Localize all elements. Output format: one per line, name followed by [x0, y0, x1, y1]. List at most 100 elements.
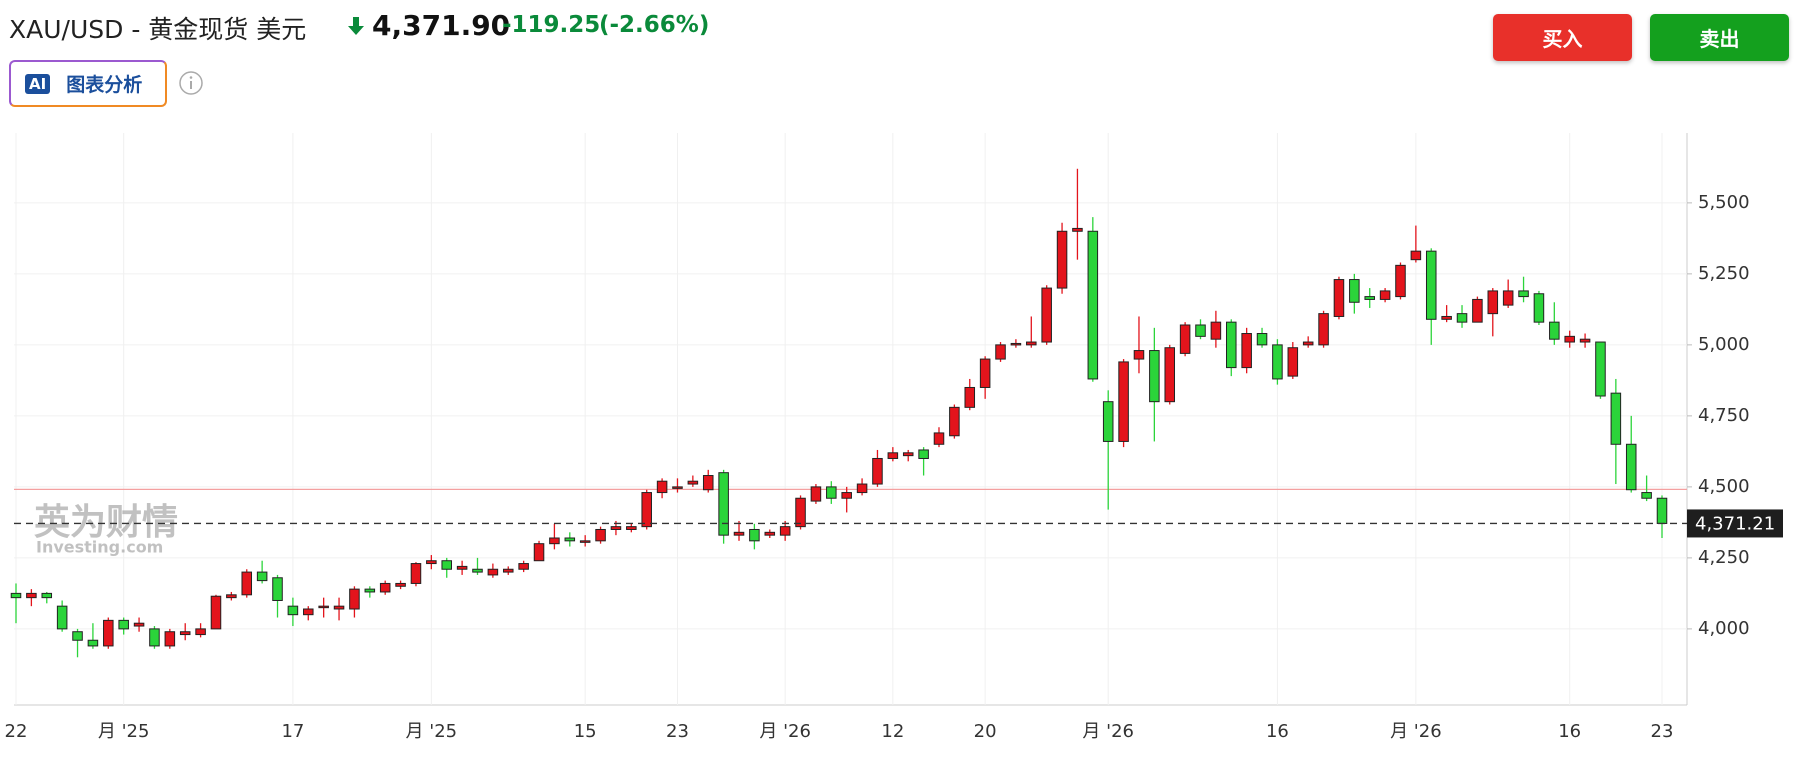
candle-body	[856, 483, 868, 494]
candle-body	[1395, 264, 1406, 298]
last-price-box	[1687, 509, 1783, 538]
price: 4,371.90	[372, 9, 511, 42]
candle-body	[118, 619, 129, 630]
candle-body	[656, 480, 668, 494]
candle-body	[979, 358, 991, 388]
candle-body	[1549, 321, 1560, 340]
sell-button[interactable]: 卖出	[1650, 14, 1789, 61]
candle-body	[287, 605, 299, 616]
candle-body	[641, 492, 652, 528]
candle-body	[272, 577, 283, 601]
x-tick-label: 17	[281, 721, 304, 742]
candle-body	[887, 452, 899, 459]
candle-body	[1533, 293, 1545, 323]
candle-body	[1026, 341, 1037, 346]
x-tick-label: 月 '26	[1390, 721, 1442, 742]
candle-body	[826, 486, 837, 499]
candle-body	[426, 560, 437, 565]
candle-body	[1118, 361, 1129, 442]
buy-button[interactable]: 买入	[1493, 14, 1632, 61]
candle-body	[918, 449, 929, 459]
candle-body	[1226, 321, 1237, 369]
candle-body	[795, 497, 806, 528]
candle-body	[10, 592, 22, 599]
candle-body	[1349, 279, 1360, 303]
candle-body	[133, 622, 145, 627]
candle-body	[1302, 341, 1314, 346]
x-tick-label: 20	[974, 721, 997, 742]
candle-body	[487, 568, 499, 576]
candle-body	[226, 594, 237, 599]
candle-body	[1502, 290, 1514, 306]
ai-label: 图表分析	[66, 74, 143, 96]
candle-body	[1641, 492, 1652, 499]
candle-body	[364, 588, 376, 593]
candle-body	[1256, 333, 1268, 346]
x-tick-label: 月 '26	[759, 721, 811, 742]
candle-body	[564, 537, 576, 542]
candle-body	[441, 560, 452, 570]
candle-body	[1102, 401, 1114, 442]
candle-body	[764, 531, 776, 536]
candle-body	[1425, 250, 1437, 320]
candle-body	[241, 571, 253, 596]
y-tick-label: 5,250	[1698, 263, 1750, 284]
candle-body	[410, 563, 422, 584]
candle-body	[1149, 350, 1160, 403]
candle-body	[902, 452, 914, 457]
info-icon[interactable]	[177, 69, 205, 97]
candle-body	[718, 472, 729, 536]
candle-body	[1472, 298, 1483, 323]
candle-body	[1133, 350, 1145, 360]
x-tick-label: 23	[666, 721, 689, 742]
candle-body	[149, 628, 160, 647]
x-tick-label: 16	[1558, 721, 1581, 742]
candle-body	[964, 386, 976, 408]
y-tick-label: 4,250	[1698, 547, 1750, 568]
candle-body	[179, 631, 191, 636]
candle-body	[1595, 341, 1606, 397]
candle-body	[1656, 497, 1668, 524]
candle-body	[1610, 392, 1622, 445]
candle-body	[1487, 290, 1499, 315]
candle-body	[1579, 338, 1591, 343]
candle-body	[995, 344, 1006, 360]
ai-analysis-button[interactable]: AI 图表分析	[9, 60, 167, 107]
candle-body	[1456, 313, 1468, 323]
symbol-title: XAU/USD - 黄金现货 美元	[9, 15, 307, 44]
candle-body	[103, 619, 114, 647]
candle-body	[1379, 290, 1391, 300]
candle-body	[472, 568, 483, 573]
candle-body	[1041, 287, 1052, 343]
chart: 4,000 4,250 4,500 4,750 5,000 5,250 5,500 22 月 '…	[5, 133, 1783, 742]
x-tick-label: 15	[574, 721, 597, 742]
candle-body	[702, 475, 714, 491]
y-tick-label: 4,000	[1698, 618, 1750, 639]
candle-body	[672, 486, 683, 489]
candle-body	[1564, 335, 1575, 343]
candle-body	[779, 526, 791, 536]
y-tick-label: 5,000	[1698, 334, 1750, 355]
change: -119.25	[502, 12, 601, 38]
candle-body	[333, 605, 345, 610]
candle-body	[41, 592, 53, 599]
candle-body	[164, 631, 176, 647]
candle-body	[1287, 347, 1299, 377]
candle-body	[1164, 347, 1176, 403]
x-tick-label: 12	[881, 721, 904, 742]
y-tick-label: 4,750	[1698, 405, 1750, 426]
candle-body	[1179, 324, 1191, 354]
candle-body	[949, 406, 960, 437]
candle-body	[1333, 279, 1345, 317]
candle-body	[733, 531, 745, 536]
candle-body	[1072, 227, 1083, 232]
candle-body	[318, 605, 329, 609]
candle-body	[549, 537, 560, 545]
candle-body	[256, 571, 268, 582]
last-price-label: 4,371.21	[1695, 513, 1775, 534]
x-tick-label: 16	[1266, 721, 1289, 742]
candle-body	[56, 605, 68, 630]
candle-body	[1441, 315, 1452, 320]
candle-body	[195, 628, 206, 636]
